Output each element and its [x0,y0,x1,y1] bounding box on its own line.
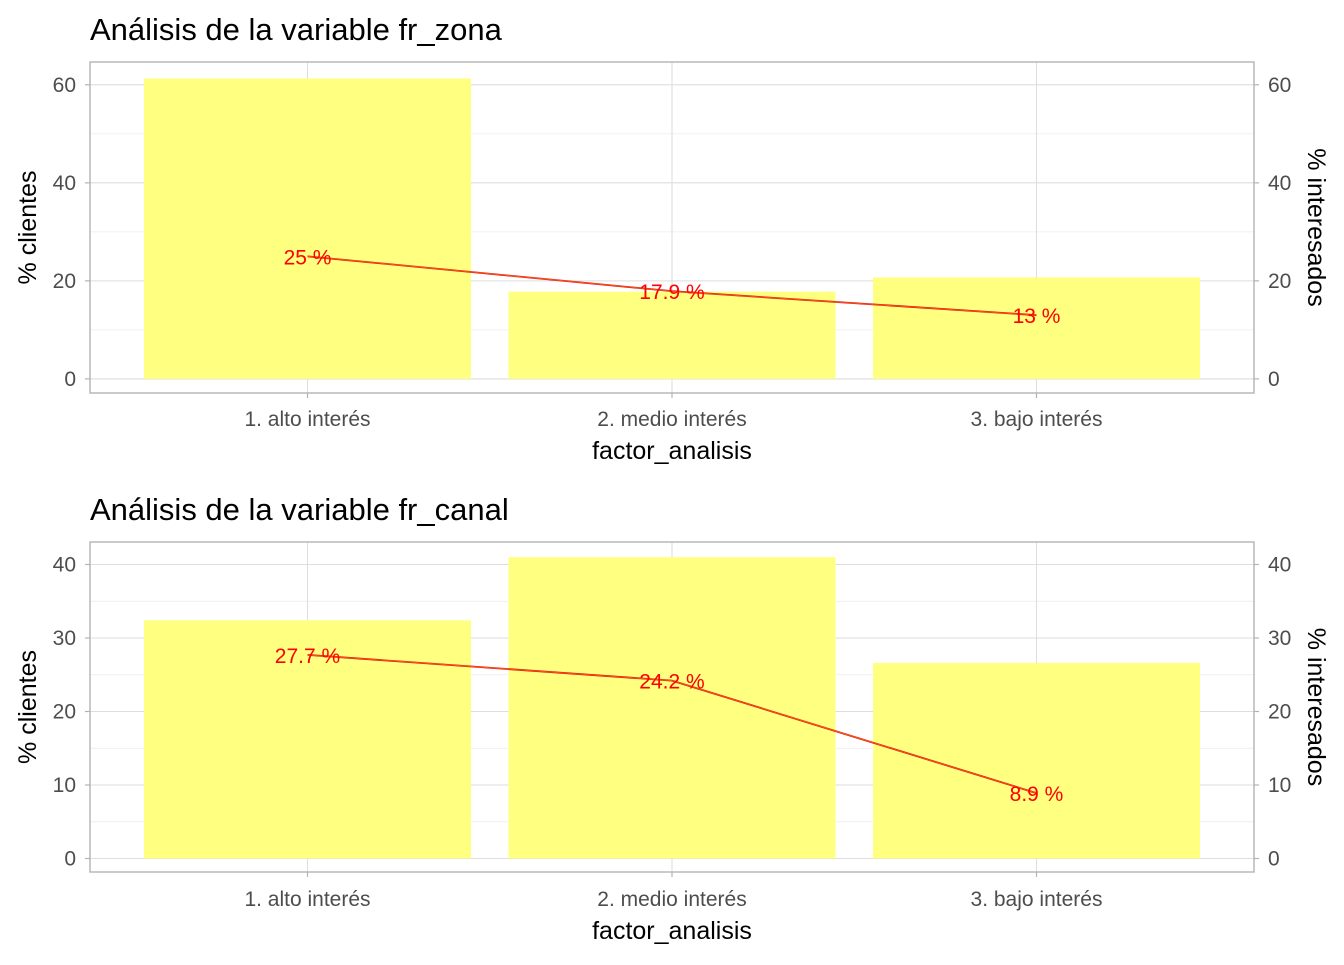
x-tick-label: 3. bajo interés [971,408,1103,431]
bar-3 [873,662,1200,859]
y2-tick-label: 40 [1268,172,1291,195]
y2-tick-label: 20 [1268,270,1291,293]
y2-tick-label: 60 [1268,74,1291,97]
y2-axis-title: % interesados [1302,628,1330,786]
x-tick-label: 3. bajo interés [971,888,1103,911]
y-tick-label: 10 [53,774,76,797]
bar-2 [508,557,836,859]
y-axis-title: % clientes [14,171,42,285]
chart-title: Análisis de la variable fr_zona [90,12,503,47]
y2-tick-label: 30 [1268,627,1291,650]
x-tick-label: 2. medio interés [597,408,746,431]
point-label: 8.9 % [1010,783,1064,806]
y-tick-label: 40 [53,554,76,577]
x-tick-label: 1. alto interés [244,408,370,431]
y-axis-title: % clientes [14,650,42,764]
x-tick-label: 2. medio interés [597,888,746,911]
y2-tick-label: 10 [1268,774,1291,797]
y-tick-label: 60 [53,74,76,97]
y2-tick-label: 40 [1268,554,1291,577]
y2-axis-title: % interesados [1302,148,1330,306]
bar-1 [144,620,471,859]
point-label: 25 % [284,246,332,269]
y-tick-label: 40 [53,172,76,195]
y-tick-label: 20 [53,270,76,293]
point-label: 24.2 % [639,671,704,694]
bar-2 [508,291,836,379]
bar-1 [144,78,471,379]
y2-tick-label: 0 [1268,368,1280,391]
y2-tick-label: 20 [1268,701,1291,724]
point-label: 17.9 % [639,281,704,304]
y-tick-label: 20 [53,701,76,724]
y-tick-label: 0 [64,368,76,391]
x-axis-title: factor_analisis [592,437,752,465]
interest-line-highlight [307,654,1037,794]
point-label: 13 % [1013,305,1061,328]
chart-title: Análisis de la variable fr_canal [90,492,509,527]
y-tick-label: 0 [64,848,76,871]
x-tick-label: 1. alto interés [244,888,370,911]
point-label: 27.7 % [275,645,340,668]
interest-line-highlight [307,255,1037,316]
bar-3 [873,277,1200,379]
y2-tick-label: 0 [1268,848,1280,871]
y-tick-label: 30 [53,627,76,650]
x-axis-title: factor_analisis [592,917,752,945]
